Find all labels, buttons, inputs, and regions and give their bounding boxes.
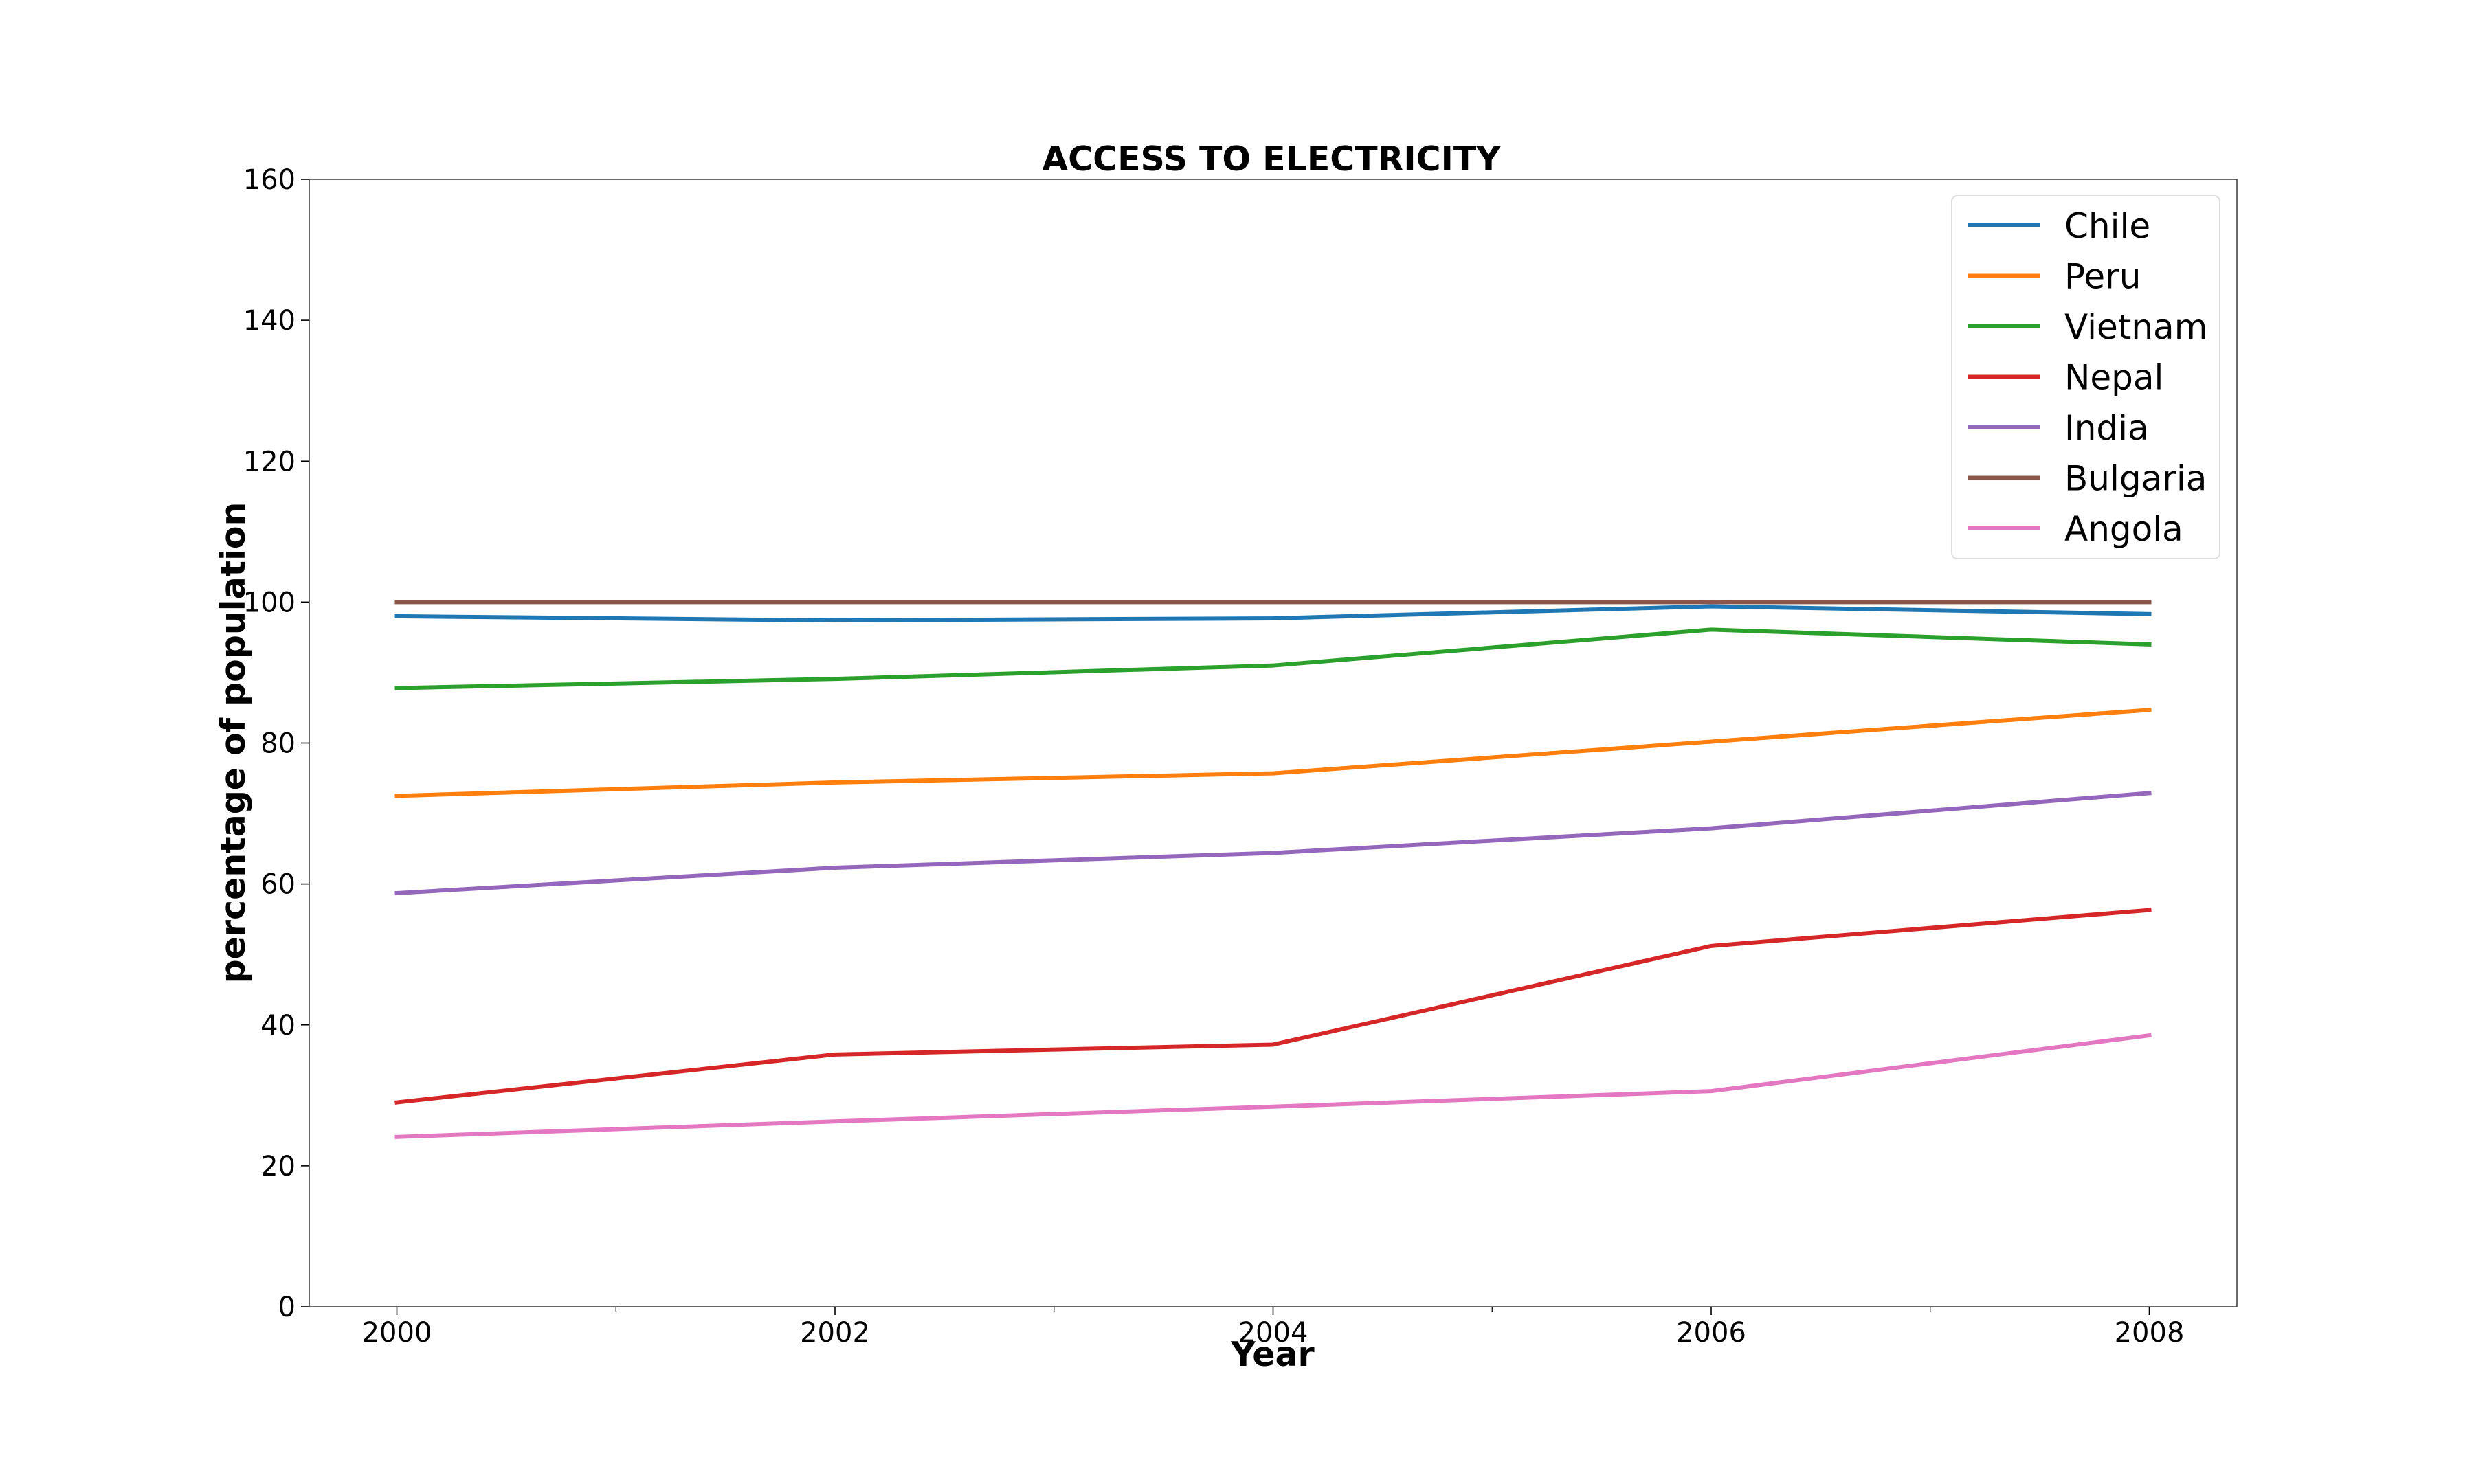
y-tick-label: 40 (260, 1010, 296, 1042)
y-axis-label: percentage of population (214, 502, 253, 984)
x-tick-label: 2004 (1238, 1317, 1308, 1349)
y-tick-label: 60 (260, 869, 296, 901)
legend-label-peru: Peru (2064, 257, 2141, 297)
x-tick-label: 2008 (2115, 1317, 2185, 1349)
x-tick-label: 2006 (1676, 1317, 1746, 1349)
legend-label-bulgaria: Bulgaria (2064, 459, 2207, 499)
legend-label-india: India (2064, 408, 2149, 448)
x-tick-label: 2002 (800, 1317, 870, 1349)
x-axis-label: Year (1230, 1335, 1315, 1374)
plot-area-frame (309, 179, 2238, 1307)
series-layer (394, 600, 2152, 1139)
y-tick-label: 80 (260, 728, 296, 760)
ticks-layer: 0 20 40 60 80 100 120 140 160 2000 2002 2004 2006 200… (243, 164, 2185, 1349)
legend-frame (1951, 195, 2220, 559)
chart-title: ACCESS TO ELECTRICITY (1042, 139, 1501, 179)
y-tick-label: 140 (243, 305, 296, 337)
legend: Chile Peru Vietnam Nepal India Bulgaria Angola (1951, 195, 2220, 559)
legend-label-chile: Chile (2064, 206, 2150, 246)
legend-label-angola: Angola (2064, 509, 2183, 549)
x-tick-label: 2000 (362, 1317, 432, 1349)
y-tick-label: 100 (243, 587, 296, 618)
legend-label-vietnam: Vietnam (2064, 307, 2207, 347)
y-tick-label: 120 (243, 446, 296, 477)
y-tick-label: 0 (278, 1292, 296, 1323)
y-tick-label: 160 (243, 164, 296, 196)
y-tick-label: 20 (260, 1151, 296, 1182)
legend-label-nepal: Nepal (2064, 358, 2163, 398)
